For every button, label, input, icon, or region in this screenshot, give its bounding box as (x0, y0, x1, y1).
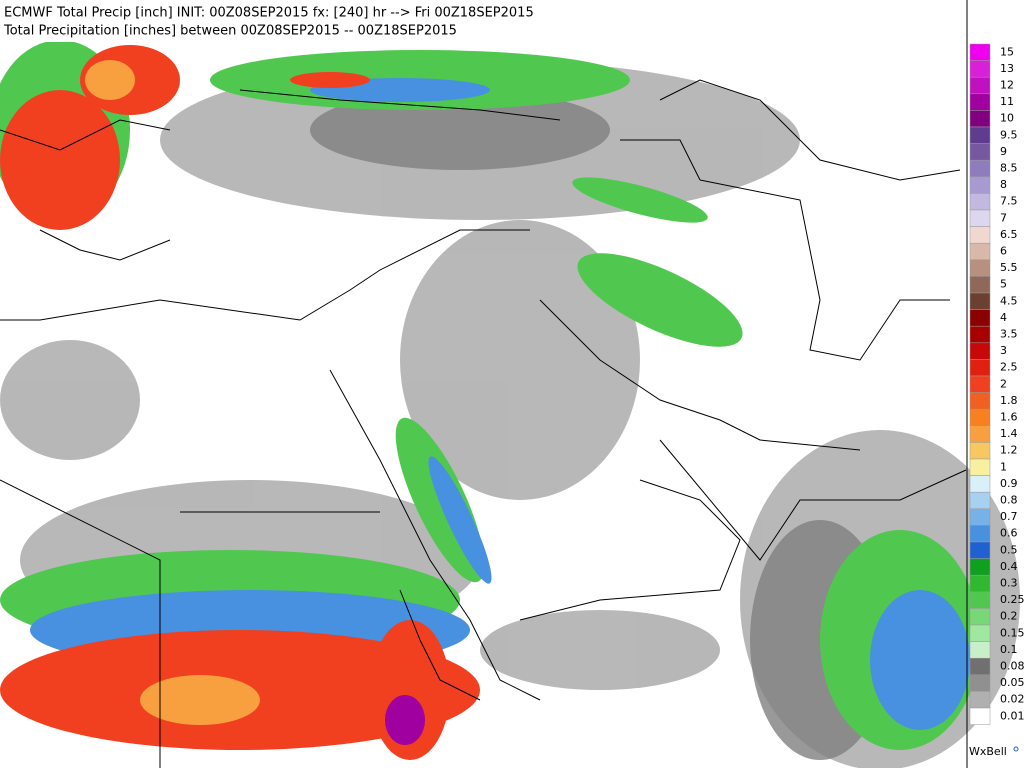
legend-label: 3 (1000, 344, 1007, 357)
legend-label: 5 (1000, 278, 1007, 291)
legend-label: 13 (1000, 62, 1014, 75)
legend-swatch (969, 558, 991, 576)
legend-label: 2.5 (1000, 361, 1018, 374)
legend-swatch (969, 126, 991, 144)
legend-swatch (969, 176, 991, 194)
legend-label: 0.08 (1000, 660, 1024, 673)
legend-swatch (969, 475, 991, 493)
legend-label: 4 (1000, 311, 1007, 324)
legend-label: 1.8 (1000, 394, 1018, 407)
legend-label: 1.6 (1000, 411, 1018, 424)
legend-label: 0.25 (1000, 593, 1024, 606)
legend-label: 8 (1000, 178, 1007, 191)
legend-swatch (969, 359, 991, 377)
legend-swatch (969, 525, 991, 543)
legend-label: 0.6 (1000, 527, 1018, 540)
legend-swatch (969, 674, 991, 692)
legend-swatch (969, 657, 991, 676)
legend-swatch (969, 143, 991, 161)
legend-label: 6.5 (1000, 228, 1018, 241)
legend-label: 1.2 (1000, 444, 1018, 457)
legend-swatch (969, 325, 991, 344)
legend-swatch (969, 491, 991, 510)
legend-label: 15 (1000, 45, 1014, 58)
legend-swatch (969, 209, 991, 227)
legend-swatch (969, 442, 991, 460)
legend-swatch (969, 226, 991, 244)
legend-label: 3.5 (1000, 328, 1018, 341)
legend-swatch (969, 93, 991, 111)
legend-label: 0.15 (1000, 626, 1024, 639)
legend-label: 0.1 (1000, 643, 1018, 656)
legend-swatch (969, 159, 991, 178)
legend-label: 0.5 (1000, 543, 1018, 556)
legend-swatch (969, 43, 991, 61)
legend-label: 0.7 (1000, 510, 1018, 523)
legend-label: 0.2 (1000, 610, 1018, 623)
legend-swatch (969, 309, 991, 327)
legend-swatch (969, 574, 991, 593)
legend-swatch (969, 707, 991, 725)
legend-label: 1.4 (1000, 427, 1018, 440)
legend-label: 0.4 (1000, 560, 1018, 573)
legend-label: 0.3 (1000, 577, 1018, 590)
legend-label: 0.01 (1000, 709, 1024, 722)
legend-swatch (969, 608, 991, 626)
color-legend: 15131211109.598.587.576.565.554.543.532.… (969, 43, 1024, 725)
legend-label: 11 (1000, 95, 1014, 108)
legend-label: 0.02 (1000, 693, 1024, 706)
legend-label: 0.05 (1000, 676, 1024, 689)
legend-swatch (969, 292, 991, 310)
legend-swatch (969, 342, 991, 360)
legend-label: 10 (1000, 112, 1014, 125)
legend-swatch (969, 60, 991, 78)
legend-swatch (969, 76, 991, 95)
brand: WxBell (969, 745, 1007, 758)
legend-label: 9 (1000, 145, 1007, 158)
header-band (0, 0, 966, 42)
legend-label: 6 (1000, 245, 1007, 258)
legend-swatch (969, 259, 991, 277)
legend-label: 8.5 (1000, 162, 1018, 175)
legend-swatch (969, 508, 991, 526)
legend-swatch (969, 408, 991, 427)
legend-swatch (969, 375, 991, 393)
legend-swatch (969, 425, 991, 443)
legend-label: 1 (1000, 460, 1007, 473)
legend-swatch (969, 541, 991, 559)
legend-swatch (969, 458, 991, 476)
legend-label: 0.9 (1000, 477, 1018, 490)
legend-label: 0.8 (1000, 494, 1018, 507)
brand-dot (1013, 746, 1019, 752)
legend-label: 12 (1000, 79, 1014, 92)
legend-swatch (969, 591, 991, 609)
header-line: Total Precipitation [inches] between 00Z… (3, 24, 457, 39)
legend-label: 9.5 (1000, 128, 1018, 141)
legend-swatch (969, 242, 991, 261)
legend-swatch (969, 276, 991, 294)
map (0, 40, 1020, 770)
legend-label: 7 (1000, 211, 1007, 224)
legend-label: 2 (1000, 377, 1007, 390)
legend-swatch (969, 624, 991, 642)
header-line: ECMWF Total Precip [inch] INIT: 00Z08SEP… (4, 6, 534, 21)
legend-swatch (969, 193, 991, 211)
legend-label: 4.5 (1000, 294, 1018, 307)
legend-swatch (969, 392, 991, 410)
legend-label: 5.5 (1000, 261, 1018, 274)
legend-label: 7.5 (1000, 195, 1018, 208)
legend-swatch (969, 641, 991, 659)
legend-swatch (969, 110, 991, 128)
legend-swatch (969, 691, 991, 709)
